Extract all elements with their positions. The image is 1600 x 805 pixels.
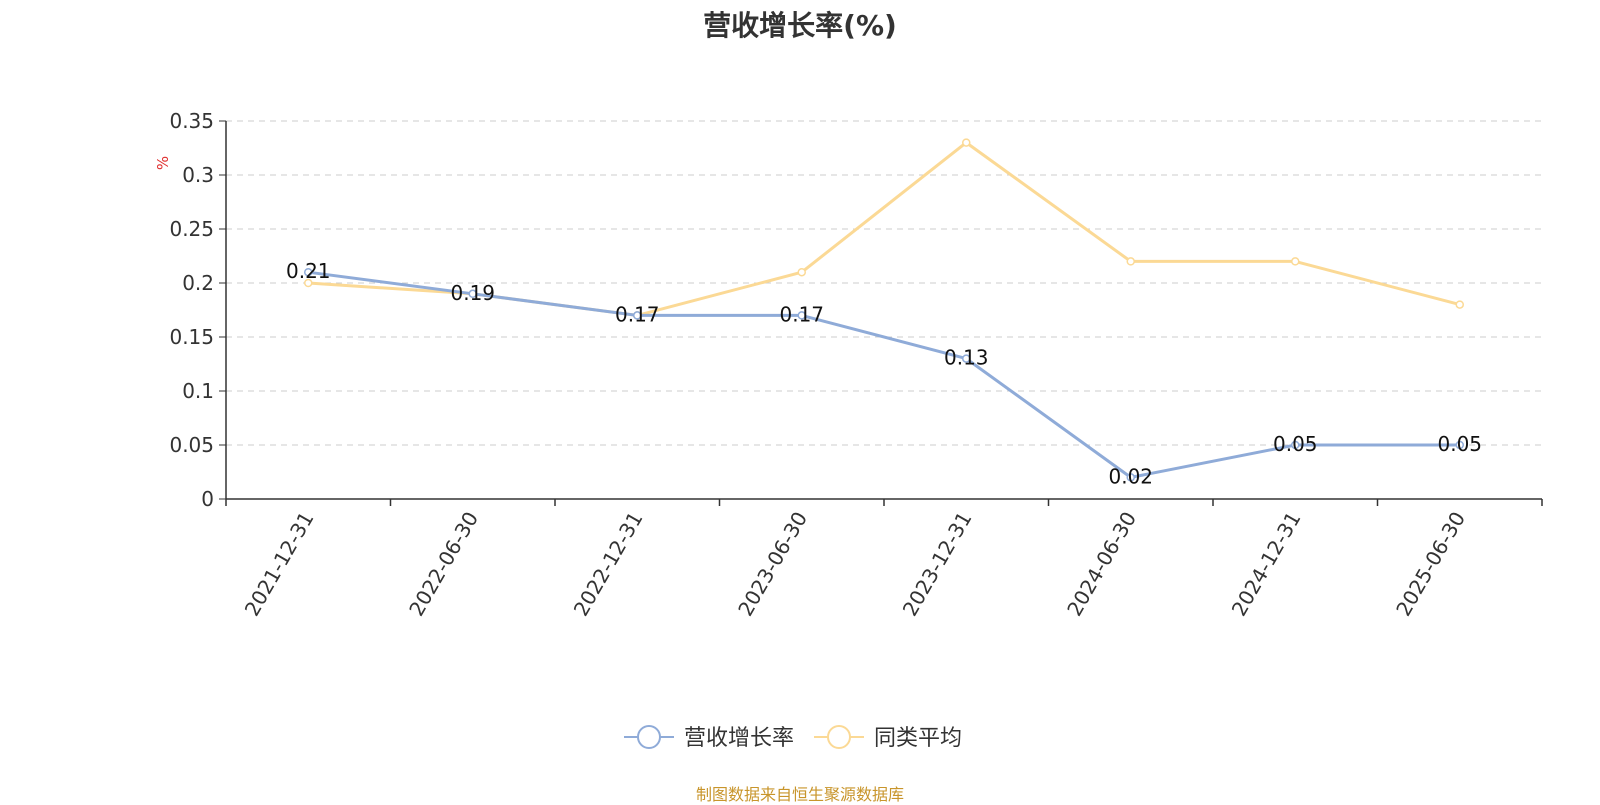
x-tick-label: 2025-06-30 [1391,508,1470,621]
data-point-s0 [962,354,971,363]
legend-label: 营收增长率 [684,726,794,751]
x-tick-label: 2021-12-31 [240,508,319,621]
data-label: 0.13 [944,346,989,370]
data-label: 0.05 [1273,432,1318,456]
x-tick-label: 2022-12-31 [569,508,648,621]
legend-marker [827,725,851,749]
y-axis-label: % [154,156,172,170]
legend-item-0: 营收增长率 [624,725,794,751]
data-point-s0 [1126,473,1135,482]
data-label: 0.19 [450,281,495,305]
data-label: 0.21 [286,259,331,283]
data-labels: 0.21 0.19 0.17 0.17 0.13 0.02 0.05 0.05 [286,259,1482,488]
data-point-s0 [633,311,642,320]
data-point-s1 [304,278,313,288]
y-tick-label: 0.1 [182,379,214,403]
legend-label: 同类平均 [874,726,962,751]
y-tick-label: 0.35 [169,109,214,133]
series-line-0 [308,270,1460,479]
data-point-s0 [1455,440,1464,450]
data-label: 0.17 [779,302,824,326]
x-tick-label: 2023-06-30 [733,508,812,621]
data-point-s1 [962,138,971,147]
data-point-s1 [1126,257,1135,266]
y-tick-label: 0.3 [182,163,214,187]
x-tick-label: 2024-12-31 [1227,508,1306,621]
source-note: 制图数据来自恒生聚源数据库 [695,785,904,804]
x-tick-label: 2022-06-30 [404,508,483,621]
grid-lines [226,120,1542,446]
legend: 营收增长率 同类平均 [624,725,962,751]
data-label: 0.02 [1108,464,1153,488]
x-tick-label: 2024-06-30 [1062,508,1141,621]
data-label: 0.17 [615,302,660,326]
chart-title: 营收增长率(%) [703,9,897,42]
y-tick-label: 0.05 [169,433,214,457]
data-point-s0 [797,311,806,320]
y-tick-label: 0 [201,487,214,511]
legend-item-1: 同类平均 [814,725,962,751]
y-tick-label: 0.15 [169,325,214,349]
data-point-s1 [1455,300,1464,309]
data-point-s1 [1291,257,1300,266]
data-point-s0 [304,267,313,277]
legend-marker [637,725,661,749]
data-point-s1 [797,267,806,277]
axes: 0 0.05 0.1 0.15 0.2 0.25 0.3 0.35% 2021-12-31 202… [154,109,1543,621]
series-lines [304,138,1464,482]
x-tick-label: 2023-12-31 [898,508,977,621]
data-point-s0 [1291,440,1300,450]
y-tick-label: 0.25 [169,217,214,241]
y-tick-label: 0.2 [182,271,214,295]
data-label: 0.05 [1437,432,1482,456]
data-point-s0 [468,289,477,299]
